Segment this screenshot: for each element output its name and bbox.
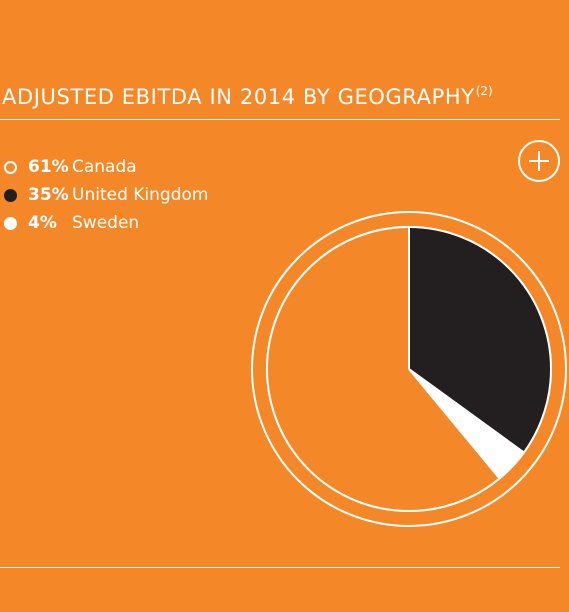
pie-chart bbox=[251, 211, 567, 527]
pie-slice-united-kingdom bbox=[409, 227, 552, 453]
black-circle-icon bbox=[4, 189, 17, 202]
pie-outer-ring bbox=[251, 211, 567, 527]
white-circle-icon bbox=[4, 217, 17, 230]
hollow-circle-icon bbox=[4, 161, 17, 174]
pie-slice-separator bbox=[408, 368, 525, 454]
pie-slices bbox=[266, 226, 552, 512]
legend-percent-canada: 61% bbox=[28, 157, 69, 177]
chart-title: ADJUSTED EBITDA IN 2014 BY GEOGRAPHY(2) bbox=[2, 84, 493, 109]
legend-label-sweden: Sweden bbox=[72, 213, 140, 233]
pie-slice-separator bbox=[408, 368, 501, 480]
title-footnote: (2) bbox=[475, 84, 493, 98]
pie-slice-canada bbox=[266, 227, 500, 511]
bottom-divider bbox=[0, 567, 560, 568]
top-divider bbox=[0, 119, 560, 120]
legend-percent-sweden: 4% bbox=[28, 213, 57, 233]
legend-label-united-kingdom: United Kingdom bbox=[72, 185, 209, 205]
chart-title-text: ADJUSTED EBITDA IN 2014 BY GEOGRAPHY bbox=[2, 85, 475, 109]
pie-slice-sweden bbox=[409, 369, 524, 479]
expand-button[interactable] bbox=[518, 140, 560, 182]
legend-label-canada: Canada bbox=[72, 157, 137, 177]
pie-inner-ring-stroke bbox=[266, 226, 552, 512]
legend-percent-united-kingdom: 35% bbox=[28, 185, 69, 205]
